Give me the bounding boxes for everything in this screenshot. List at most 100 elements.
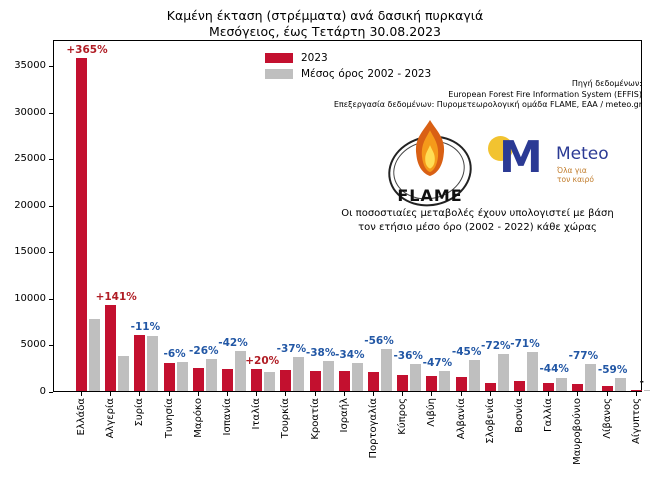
pct-change-label-6: +20% <box>245 354 280 367</box>
x-tick-mark <box>139 392 141 396</box>
bar-2023-2 <box>134 335 146 391</box>
x-tick-mark <box>197 392 199 396</box>
pct-change-label-12: -47% <box>422 356 453 369</box>
y-tick-label: 15000 <box>14 246 46 258</box>
y-tick-mark <box>49 298 53 300</box>
meteo-logo-tagline: Όλα για τον καιρό <box>557 166 594 184</box>
pct-change-label-19: - <box>639 375 644 388</box>
x-tick-label-0: Ελλάδα <box>76 398 87 436</box>
pct-change-label-8: -38% <box>305 346 336 359</box>
percent-note-line2: τον ετήσιο μέσο όρο (2002 - 2022) κάθε χ… <box>358 221 597 233</box>
legend-row-2023: 2023 <box>265 50 431 66</box>
x-tick-mark <box>373 392 374 396</box>
bar-average-6 <box>264 372 276 391</box>
x-tick-label-17: Μαυροβούνιο <box>572 398 584 465</box>
x-tick-mark <box>548 392 550 396</box>
y-tick-label: 30000 <box>14 106 46 118</box>
pct-change-label-15: -71% <box>510 337 540 350</box>
bar-average-0 <box>89 319 100 391</box>
meteo-logo-dot-icon <box>488 136 513 161</box>
bar-average-13 <box>468 360 480 391</box>
y-tick-label: 35000 <box>14 60 46 72</box>
x-tick-label-5: Ισπανία <box>222 398 233 436</box>
pct-change-label-16: -44% <box>539 363 569 376</box>
x-tick-label-13: Αλβανία <box>455 398 467 440</box>
bar-2023-5 <box>222 368 233 391</box>
bar-2023-14 <box>484 382 496 391</box>
source-note-line2: European Forest Fire Information System … <box>448 89 642 99</box>
y-tick-mark <box>49 159 53 161</box>
bar-2023-9 <box>338 370 350 391</box>
x-tick-mark <box>314 392 316 396</box>
y-tick-mark <box>49 345 53 347</box>
y-tick-mark <box>49 252 53 254</box>
x-tick-label-11: Κύπρος <box>397 398 409 435</box>
chart-title-line1: Καμένη έκταση (στρέμματα) ανά δασική πυρ… <box>166 8 484 23</box>
meteo-logo-name: Meteo <box>556 144 609 164</box>
x-tick-mark <box>81 392 82 396</box>
x-tick-label-4: Μαρόκο <box>192 398 204 438</box>
x-tick-mark <box>606 392 608 396</box>
y-tick-mark <box>49 112 53 114</box>
bar-2023-13 <box>455 376 467 391</box>
source-note: Πηγή δεδομένων: European Forest Fire Inf… <box>334 79 642 111</box>
bar-2023-19 <box>630 389 642 391</box>
x-tick-mark <box>460 392 462 396</box>
percent-note-line1: Οι ποσοστιαίες μεταβολές έχουν υπολογιστ… <box>341 208 614 219</box>
bar-2023-1 <box>105 305 117 391</box>
chart-title-line2: Μεσόγειος, έως Τετάρτη 30.08.2023 <box>208 24 442 39</box>
bar-2023-4 <box>192 367 204 391</box>
meteo-logo-m-icon: M <box>499 132 543 183</box>
bar-2023-3 <box>163 362 175 391</box>
legend-label-average: Μέσος όρος 2002 - 2023 <box>301 68 432 80</box>
bar-average-16 <box>556 377 568 391</box>
bar-average-2 <box>147 336 159 391</box>
x-tick-mark <box>227 392 228 396</box>
bar-average-18 <box>614 378 626 391</box>
bar-average-3 <box>176 361 188 391</box>
x-tick-mark <box>489 392 491 396</box>
x-tick-mark <box>519 392 520 396</box>
pct-change-label-2: -11% <box>130 321 161 334</box>
y-tick-label: 0 <box>39 386 46 397</box>
x-tick-label-7: Τουρκία <box>280 398 292 439</box>
bar-average-12 <box>439 370 451 391</box>
bar-2023-6 <box>251 368 263 391</box>
pct-change-label-13: -45% <box>451 346 482 359</box>
bar-2023-7 <box>280 370 292 391</box>
bar-average-11 <box>410 364 422 391</box>
bar-average-8 <box>322 360 334 391</box>
x-tick-mark <box>635 392 637 396</box>
bar-average-9 <box>351 362 363 391</box>
bar-average-15 <box>527 351 538 391</box>
legend-row-average: Μέσος όρος 2002 - 2023 <box>265 66 431 82</box>
x-tick-label-1: Αλγερία <box>105 398 117 439</box>
percent-note: Οι ποσοστιαίες μεταβολές έχουν υπολογιστ… <box>305 207 650 234</box>
x-tick-mark <box>343 392 345 396</box>
bar-average-19 <box>643 390 650 391</box>
y-tick-mark <box>49 392 53 393</box>
bar-2023-0 <box>76 57 87 391</box>
x-tick-label-14: Σλοβενία <box>484 398 496 444</box>
pct-change-label-11: -36% <box>393 349 423 362</box>
bar-2023-8 <box>309 370 321 391</box>
x-tick-label-6: Ιταλία <box>251 398 263 430</box>
x-tick-label-16: Γαλλία <box>543 398 555 432</box>
plot-area <box>53 40 650 392</box>
meteo-tagline-line1: Όλα για <box>557 166 587 175</box>
pct-change-label-14: -72% <box>481 339 511 352</box>
pct-change-label-7: -37% <box>276 343 307 356</box>
bar-average-1 <box>118 355 130 391</box>
bar-2023-10 <box>368 371 379 391</box>
meteo-tagline-line2: τον καιρό <box>557 175 594 184</box>
legend: 2023 Μέσος όρος 2002 - 2023 <box>265 50 431 82</box>
y-tick-label: 20000 <box>14 199 46 211</box>
x-tick-label-8: Κροατία <box>309 398 321 440</box>
pct-change-label-10: -56% <box>364 335 394 348</box>
meteo-logo: M Meteo Όλα για τον καιρό <box>482 132 642 192</box>
bar-average-7 <box>293 357 305 391</box>
bar-2023-15 <box>514 381 525 391</box>
source-note-line1: Πηγή δεδομένων: <box>571 79 642 88</box>
bar-average-17 <box>585 363 597 391</box>
